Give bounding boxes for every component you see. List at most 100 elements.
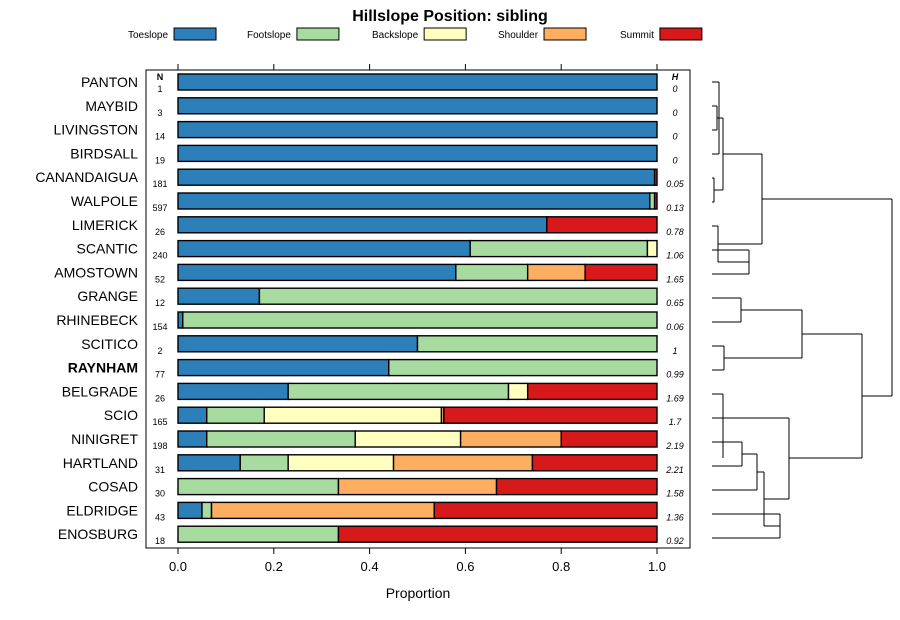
x-tick-label-5: 1.0 — [648, 559, 666, 574]
n-value-hartland: 31 — [155, 465, 165, 475]
h-value-scitico: 1 — [672, 346, 677, 356]
h-value-belgrade: 1.69 — [666, 393, 684, 403]
bar-segment-amostown-toeslope — [177, 263, 457, 282]
bar-segment-belgrade-footslope — [287, 382, 510, 401]
bar-segment-ninigret-shoulder — [459, 430, 562, 448]
bar-segment-scio-toeslope — [177, 406, 208, 424]
legend-swatch-toeslope — [173, 27, 217, 41]
h-value-panton: 0 — [672, 84, 677, 94]
h-value-eldridge: 1.36 — [666, 512, 684, 522]
dendrogram-branches — [712, 81, 893, 539]
row-label-limerick: LIMERICK — [72, 217, 139, 233]
h-value-raynham: 0.99 — [666, 370, 684, 380]
h-value-walpole: 0.13 — [666, 203, 684, 213]
n-value-belgrade: 26 — [155, 393, 165, 403]
row-label-scitico: SCITICO — [81, 336, 138, 352]
h-value-hartland: 2.21 — [665, 465, 684, 475]
bar-segment-ninigret-footslope — [206, 430, 356, 448]
row-label-maybid: MAYBID — [85, 98, 138, 114]
bar-segment-maybid-toeslope — [177, 97, 658, 115]
legend-label-summit: Summit — [620, 30, 654, 41]
bar-segment-scantic-toeslope — [177, 239, 471, 258]
legend-label-backslope: Backslope — [372, 30, 419, 41]
top-axis-ticks — [177, 64, 658, 70]
legend-swatch-shoulder — [543, 27, 587, 41]
bar-segment-limerick-summit — [546, 216, 658, 234]
legend-swatch-summit — [659, 27, 703, 41]
bar-segment-scantic-footslope — [469, 239, 649, 258]
bar-segment-limerick-toeslope — [177, 216, 548, 234]
bar-segment-eldridge-footslope — [201, 501, 213, 520]
bar-segment-belgrade-summit — [526, 382, 658, 401]
n-value-birdsall: 19 — [155, 155, 165, 165]
n-value-cosad: 30 — [155, 489, 165, 499]
n-value-scitico: 2 — [157, 346, 162, 356]
n-value-limerick: 26 — [155, 227, 165, 237]
row-label-livingston: LIVINGSTON — [53, 122, 138, 138]
n-value-grange: 12 — [155, 298, 165, 308]
bar-segment-amostown-footslope — [455, 263, 529, 282]
row-label-scantic: SCANTIC — [77, 241, 138, 257]
bar-segment-cosad-shoulder — [337, 477, 498, 496]
h-value-maybid: 0 — [672, 108, 677, 118]
row-labels: PANTON MAYBID LIVINGSTON BIRDSALL CANANDAIGU… — [35, 74, 138, 542]
row-label-cosad: COSAD — [88, 479, 138, 495]
n-value-raynham: 77 — [155, 370, 165, 380]
x-tick-label-1: 0.2 — [265, 559, 283, 574]
bar-segment-enosburg-footslope — [177, 525, 340, 543]
row-label-belgrade: BELGRADE — [62, 383, 138, 399]
row-label-enosburg: ENOSBURG — [58, 526, 138, 542]
h-value-rhinebeck: 0.06 — [666, 322, 684, 332]
bar-segment-raynham-footslope — [388, 358, 658, 377]
bar-segment-scio-summit — [443, 406, 658, 424]
bar-segment-scio-footslope — [206, 406, 265, 424]
bar-segment-scitico-footslope — [416, 335, 658, 353]
bar-segment-eldridge-summit — [433, 501, 658, 520]
bar-segment-ninigret-summit — [560, 430, 658, 448]
n-value-canandaigua: 181 — [152, 179, 167, 189]
h-value-grange: 0.65 — [666, 298, 685, 308]
n-column: N 1 3 14 19 181 597 26 240 52 12 154 2 77 26 165 198 31 3… — [152, 72, 167, 546]
n-value-livingston: 14 — [155, 132, 165, 142]
bar-segment-grange-footslope — [258, 287, 658, 305]
h-value-enosburg: 0.92 — [666, 536, 684, 546]
row-label-eldridge: ELDRIDGE — [66, 502, 138, 518]
row-label-ninigret: NINIGRET — [71, 431, 138, 447]
h-value-scio: 1.7 — [669, 417, 683, 427]
bars-layer — [177, 73, 658, 543]
h-value-limerick: 0.78 — [666, 227, 684, 237]
bar-segment-walpole-summit — [653, 192, 658, 210]
n-value-rhinebeck: 154 — [152, 322, 167, 332]
bar-segment-cosad-summit — [495, 477, 658, 496]
n-value-amostown: 52 — [155, 274, 165, 284]
x-tick-label-0: 0.0 — [169, 559, 187, 574]
bar-segment-cosad-footslope — [177, 477, 340, 496]
dendrogram — [712, 81, 893, 539]
h-column: H 0 0 0 0 0.05 0.13 0.78 1.06 1.65 0.65 0.06 1 0.99 1… — [665, 72, 685, 546]
bar-segment-ninigret-toeslope — [177, 430, 208, 448]
bar-segment-ninigret-backslope — [354, 430, 462, 448]
x-axis: 0.0 0.2 0.4 0.6 0.8 1.0 — [169, 548, 666, 574]
n-header: N — [157, 72, 164, 82]
bar-segment-scio-backslope — [263, 406, 443, 424]
bar-segment-scantic-backslope — [646, 239, 658, 258]
n-value-enosburg: 18 — [155, 536, 165, 546]
row-label-walpole: WALPOLE — [71, 193, 138, 209]
bar-segment-eldridge-toeslope — [177, 501, 203, 520]
bar-segment-rhinebeck-footslope — [182, 311, 658, 329]
row-label-birdsall: BIRDSALL — [70, 145, 138, 161]
row-label-raynham: RAYNHAM — [68, 360, 138, 376]
bar-segment-hartland-shoulder — [392, 454, 534, 472]
bar-segment-belgrade-backslope — [507, 382, 529, 401]
bar-segment-walpole-toeslope — [177, 192, 651, 210]
x-axis-label: Proportion — [386, 585, 451, 601]
bar-segment-belgrade-toeslope — [177, 382, 289, 401]
bar-segment-rhinebeck-toeslope — [177, 311, 184, 329]
n-value-ninigret: 198 — [152, 441, 167, 451]
bar-segment-canandaigua-toeslope — [177, 168, 656, 186]
bar-segment-livingston-toeslope — [177, 120, 658, 139]
bar-segment-hartland-summit — [531, 454, 658, 472]
legend-label-toeslope: Toeslope — [128, 30, 168, 41]
h-value-cosad: 1.58 — [666, 489, 684, 499]
